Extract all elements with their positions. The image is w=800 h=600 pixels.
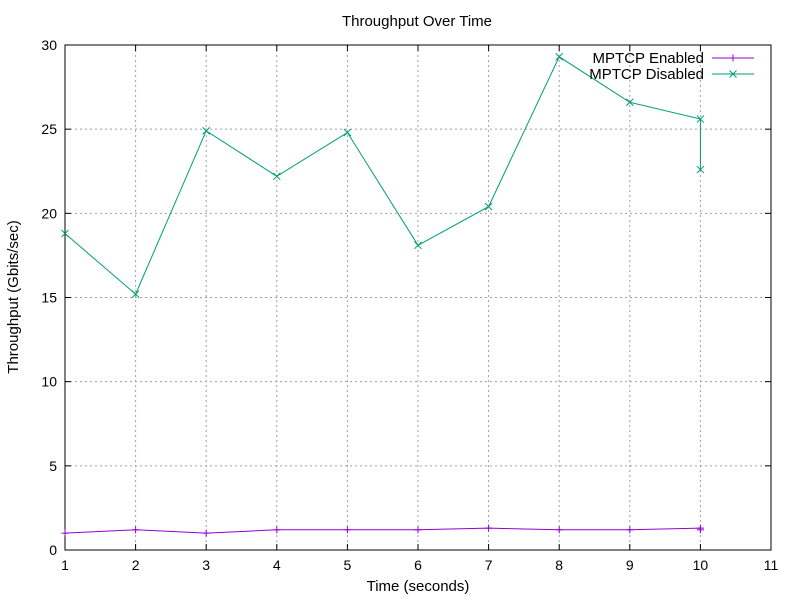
chart-title: Throughput Over Time	[342, 13, 492, 30]
y-tick-label-15: 15	[41, 290, 57, 306]
data-point-mptcp-disabled-6	[414, 241, 422, 250]
data-point-mptcp-disabled-3-b	[202, 126, 211, 135]
x-axis-label: Time (seconds)	[367, 578, 470, 595]
data-point-mptcp-disabled-11	[696, 165, 705, 174]
data-point-mptcp-disabled-1	[61, 229, 69, 238]
data-point-mptcp-disabled-3	[202, 126, 211, 135]
data-point-mptcp-disabled-4-b	[272, 172, 281, 181]
y-tick-label-30: 30	[41, 37, 57, 53]
y-tick-label-25: 25	[41, 121, 57, 137]
series-mptcp-disabled	[61, 52, 705, 298]
data-point-mptcp-disabled-9	[625, 98, 634, 107]
x-tick-label-10: 10	[693, 557, 709, 573]
data-point-mptcp-disabled-5	[343, 128, 352, 137]
data-point-mptcp-enabled-6	[414, 526, 422, 534]
data-point-mptcp-disabled-8	[555, 52, 564, 61]
y-tick-label-5: 5	[49, 458, 57, 474]
y-axis: 0 5 10 15 20 25 30	[41, 37, 771, 558]
x-tick-label-5: 5	[344, 557, 352, 573]
x-tick-label-2: 2	[132, 557, 140, 573]
x-tick-label-4: 4	[273, 557, 281, 573]
data-point-mptcp-enabled-7	[485, 524, 493, 532]
x-tick-label-8: 8	[555, 557, 563, 573]
legend-marker-mptcp-enabled	[729, 54, 737, 62]
data-point-mptcp-enabled-8	[555, 526, 563, 534]
series-line-mptcp-disabled	[64, 56, 701, 295]
data-point-mptcp-enabled-11	[696, 526, 704, 534]
legend-marker-mptcp-disabled	[729, 70, 737, 78]
legend-label-mptcp-disabled: MPTCP Disabled	[589, 66, 704, 83]
y-tick-label-0: 0	[49, 542, 57, 558]
grid	[65, 45, 771, 550]
legend-entry-mptcp-enabled: MPTCP Enabled	[593, 50, 754, 67]
x-tick-label-3: 3	[202, 557, 210, 573]
data-point-mptcp-enabled-3	[202, 529, 210, 537]
legend-label-mptcp-enabled: MPTCP Enabled	[593, 50, 704, 67]
data-point-mptcp-disabled-7	[484, 202, 493, 211]
data-point-mptcp-enabled-4	[273, 526, 281, 534]
x-axis: 1 2 3 4 5 6 7 8 9 10 11	[61, 45, 778, 573]
data-point-mptcp-enabled-9	[626, 526, 634, 534]
data-point-mptcp-disabled-2-b	[131, 290, 140, 298]
data-point-mptcp-disabled-2	[131, 290, 140, 298]
legend-point-mptcp-enabled	[729, 54, 737, 62]
legend-point-mptcp-disabled	[729, 70, 737, 78]
data-point-mptcp-disabled-10	[696, 115, 705, 123]
legend-entry-mptcp-disabled: MPTCP Disabled	[589, 66, 754, 83]
data-point-mptcp-enabled-1	[61, 529, 69, 537]
series-group	[61, 52, 705, 537]
data-point-mptcp-disabled-1-b	[61, 229, 69, 238]
data-point-mptcp-disabled-7-b	[484, 202, 493, 211]
y-axis-label: Throughput (Gbits/sec)	[5, 220, 22, 373]
x-tick-label-6: 6	[414, 557, 422, 573]
data-point-mptcp-disabled-4	[272, 172, 281, 181]
y-tick-label-10: 10	[41, 374, 57, 390]
legend: MPTCP Enabled MPTCP Disabled	[589, 50, 754, 83]
data-point-mptcp-disabled-11-b	[696, 165, 705, 174]
x-tick-label-7: 7	[485, 557, 493, 573]
series-line-mptcp-enabled	[64, 527, 701, 534]
data-point-mptcp-disabled-9-b	[625, 98, 634, 107]
data-point-mptcp-enabled-5	[343, 526, 351, 534]
data-point-mptcp-enabled-2	[132, 526, 140, 534]
data-point-mptcp-disabled-6-b	[414, 241, 422, 250]
y-tick-label-20: 20	[41, 205, 57, 221]
data-point-mptcp-disabled-10-b	[696, 115, 705, 123]
series-mptcp-enabled	[61, 524, 704, 537]
x-tick-label-1: 1	[61, 557, 69, 573]
x-tick-label-11: 11	[764, 557, 779, 573]
data-point-mptcp-disabled-8-b	[555, 52, 564, 61]
legend-point-mptcp-disabled-b	[729, 70, 737, 78]
data-point-mptcp-disabled-5-b	[343, 128, 352, 137]
x-tick-label-9: 9	[626, 557, 634, 573]
